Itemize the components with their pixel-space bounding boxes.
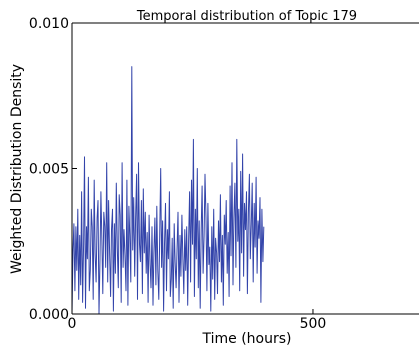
x-axis-title: Time (hours) bbox=[202, 331, 292, 347]
x-tick-label: 500 bbox=[300, 316, 327, 332]
axes bbox=[71, 22, 419, 315]
series-line bbox=[71, 66, 265, 315]
x-tick-label: 0 bbox=[68, 316, 77, 332]
y-tick-label: 0.000 bbox=[29, 307, 69, 323]
y-tick-label: 0.010 bbox=[29, 16, 69, 32]
chart-title: Temporal distribution of Topic 179 bbox=[136, 9, 357, 24]
y-tick-label: 0.005 bbox=[29, 162, 69, 178]
y-axis-title: Weighted Distribution Density bbox=[9, 64, 25, 274]
ticks: 0.000 0.005 0.010 0 500 bbox=[29, 16, 326, 332]
plot-area bbox=[71, 66, 265, 315]
